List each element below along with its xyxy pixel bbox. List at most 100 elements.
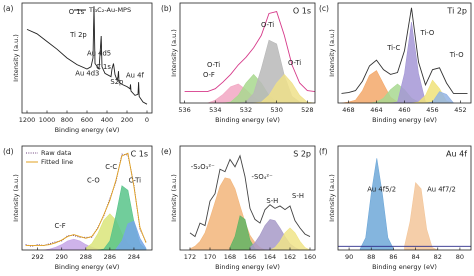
peak-label: C-F bbox=[55, 222, 66, 230]
x-tick-label: 172 bbox=[184, 253, 196, 261]
x-axis-label: Binding energy (eV) bbox=[215, 116, 280, 124]
peak-label: Au 4f5/2 bbox=[367, 186, 396, 194]
x-tick-label: 468 bbox=[342, 106, 354, 114]
x-axis-label: Binding energy (eV) bbox=[55, 126, 120, 134]
x-tick-label: 534 bbox=[209, 106, 221, 114]
peak-label: -S₂O₃²⁻ bbox=[191, 163, 215, 171]
panel-title: Ti 2p bbox=[446, 7, 467, 16]
peak-label: -SO₄²⁻ bbox=[252, 173, 274, 181]
peak-label: S-H bbox=[292, 192, 304, 200]
panel-label: (d) bbox=[3, 147, 14, 156]
x-tick-label: 532 bbox=[240, 106, 252, 114]
x-tick-label: 1200 bbox=[19, 116, 36, 124]
legend-label: Fitted line bbox=[41, 158, 73, 166]
y-axis-label: Intensity (a.u.) bbox=[12, 34, 20, 82]
y-axis-label: Intensity (a.u.) bbox=[170, 174, 178, 222]
panel-label: (b) bbox=[161, 4, 172, 13]
panel-label: (a) bbox=[3, 4, 14, 13]
x-tick-label: 160 bbox=[304, 253, 316, 261]
panel-label: (c) bbox=[319, 4, 329, 13]
x-tick-label: 292 bbox=[31, 253, 43, 261]
x-axis-label: Binding energy (eV) bbox=[55, 263, 120, 271]
spectrum-line bbox=[25, 152, 147, 246]
plot-frame bbox=[179, 145, 316, 251]
panel-title: C 1s bbox=[131, 150, 148, 159]
x-tick-label: 168 bbox=[224, 253, 236, 261]
x-tick-label: 400 bbox=[101, 116, 113, 124]
panel-title: O 1s bbox=[293, 7, 311, 16]
peak-label: C 1s bbox=[96, 63, 111, 71]
x-tick-label: 86 bbox=[389, 253, 397, 261]
y-axis-label: Intensity (a.u.) bbox=[328, 29, 336, 77]
peak-label: Ti-C bbox=[386, 44, 400, 52]
component-area bbox=[253, 73, 316, 104]
peak-label: C-C bbox=[105, 163, 117, 171]
x-tick-label: 0 bbox=[145, 116, 149, 124]
x-tick-label: 464 bbox=[370, 106, 382, 114]
x-tick-label: 90 bbox=[345, 253, 353, 261]
x-axis-label: Binding energy (eV) bbox=[215, 263, 280, 271]
x-tick-label: 200 bbox=[121, 116, 133, 124]
peak-label: O-F bbox=[203, 71, 215, 79]
x-tick-label: 286 bbox=[104, 253, 116, 261]
spectrum-line bbox=[341, 7, 468, 94]
x-tick-label: 456 bbox=[426, 106, 438, 114]
x-tick-label: 460 bbox=[398, 106, 410, 114]
x-axis-label: Binding energy (eV) bbox=[372, 116, 437, 124]
x-tick-label: 88 bbox=[367, 253, 375, 261]
x-tick-label: 1000 bbox=[39, 116, 56, 124]
x-tick-label: 290 bbox=[56, 253, 68, 261]
panel-label: (f) bbox=[319, 147, 328, 156]
x-tick-label: 170 bbox=[204, 253, 216, 261]
x-tick-label: 536 bbox=[178, 106, 190, 114]
x-tick-label: 82 bbox=[434, 253, 442, 261]
peak-label: Au 4f7/2 bbox=[427, 186, 456, 194]
legend-label: Raw data bbox=[41, 149, 71, 157]
peak-label: O 1s bbox=[69, 8, 85, 16]
component-area bbox=[359, 158, 394, 251]
peak-label: S2p bbox=[110, 78, 123, 86]
peak-label: Ti-O bbox=[449, 51, 464, 59]
x-tick-label: 800 bbox=[61, 116, 73, 124]
x-tick-label: 530 bbox=[270, 106, 282, 114]
component-area bbox=[269, 227, 311, 251]
x-tick-label: 284 bbox=[128, 253, 140, 261]
peak-label: Ti-O bbox=[419, 29, 434, 37]
spectrum-line bbox=[189, 154, 311, 238]
peak-label: Ti 2p bbox=[69, 31, 87, 39]
peak-label: O-Ti bbox=[207, 61, 220, 69]
plot-frame bbox=[21, 145, 153, 251]
peak-label: C-Ti bbox=[129, 176, 142, 184]
x-tick-label: 528 bbox=[301, 106, 313, 114]
peak-label: S-H bbox=[266, 197, 278, 205]
peak-label: C-O bbox=[87, 176, 100, 184]
peak-label: Au 4d3 bbox=[75, 69, 99, 77]
legend-label: Ti₃C₂-Au-MPS bbox=[88, 6, 131, 14]
x-tick-label: 288 bbox=[80, 253, 92, 261]
x-tick-label: 162 bbox=[284, 253, 296, 261]
peak-label: O-Ti bbox=[261, 21, 274, 29]
panel-title: S 2p bbox=[293, 150, 311, 159]
x-tick-label: 164 bbox=[264, 253, 276, 261]
y-axis-label: Intensity (a.u.) bbox=[170, 29, 178, 77]
panel-label: (e) bbox=[161, 147, 172, 156]
component-area bbox=[189, 177, 266, 251]
peak-label: Au 4f bbox=[126, 72, 144, 80]
panel-title: Au 4f bbox=[446, 150, 467, 159]
plot-frame bbox=[337, 145, 472, 251]
x-tick-label: 452 bbox=[454, 106, 466, 114]
peak-label: Au 4d5 bbox=[87, 50, 111, 58]
component-area bbox=[115, 220, 147, 251]
x-axis-label: Binding energy (eV) bbox=[372, 263, 437, 271]
y-axis-label: Intensity (a.u.) bbox=[328, 174, 336, 222]
spectrum-line bbox=[26, 6, 148, 105]
y-axis-label: Intensity (a.u.) bbox=[12, 174, 20, 222]
x-tick-label: 166 bbox=[244, 253, 256, 261]
x-tick-label: 84 bbox=[411, 253, 419, 261]
spectrum-line bbox=[184, 11, 316, 93]
plot-frame bbox=[179, 2, 316, 104]
peak-label: O-Ti bbox=[288, 59, 301, 67]
x-tick-label: 600 bbox=[81, 116, 93, 124]
x-tick-label: 80 bbox=[456, 253, 464, 261]
